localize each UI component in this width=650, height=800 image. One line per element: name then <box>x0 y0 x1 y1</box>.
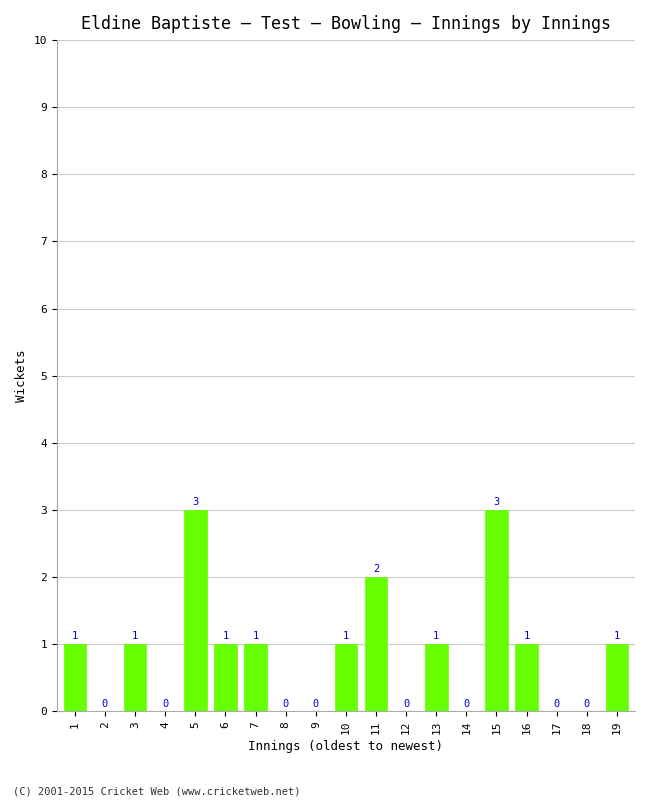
Text: 0: 0 <box>313 698 319 709</box>
Text: 1: 1 <box>614 631 620 642</box>
Text: 0: 0 <box>554 698 560 709</box>
Bar <box>365 577 387 711</box>
Title: Eldine Baptiste – Test – Bowling – Innings by Innings: Eldine Baptiste – Test – Bowling – Innin… <box>81 15 611 33</box>
Text: 0: 0 <box>584 698 590 709</box>
Bar <box>124 644 146 711</box>
Bar <box>64 644 86 711</box>
Bar <box>606 644 628 711</box>
Text: 1: 1 <box>523 631 530 642</box>
Text: 0: 0 <box>463 698 469 709</box>
Text: 1: 1 <box>343 631 349 642</box>
Text: 2: 2 <box>373 564 379 574</box>
Bar <box>425 644 448 711</box>
Text: 0: 0 <box>162 698 168 709</box>
Bar <box>244 644 267 711</box>
Bar <box>485 510 508 711</box>
Text: 3: 3 <box>192 498 198 507</box>
Text: 1: 1 <box>433 631 439 642</box>
Text: 1: 1 <box>222 631 229 642</box>
Text: 3: 3 <box>493 498 500 507</box>
Text: (C) 2001-2015 Cricket Web (www.cricketweb.net): (C) 2001-2015 Cricket Web (www.cricketwe… <box>13 786 300 796</box>
Bar <box>214 644 237 711</box>
Y-axis label: Wickets: Wickets <box>15 350 28 402</box>
X-axis label: Innings (oldest to newest): Innings (oldest to newest) <box>248 740 443 753</box>
Text: 1: 1 <box>72 631 78 642</box>
Text: 1: 1 <box>252 631 259 642</box>
Bar <box>335 644 358 711</box>
Text: 0: 0 <box>403 698 410 709</box>
Text: 0: 0 <box>102 698 108 709</box>
Bar <box>184 510 207 711</box>
Text: 1: 1 <box>132 631 138 642</box>
Bar <box>515 644 538 711</box>
Text: 0: 0 <box>283 698 289 709</box>
